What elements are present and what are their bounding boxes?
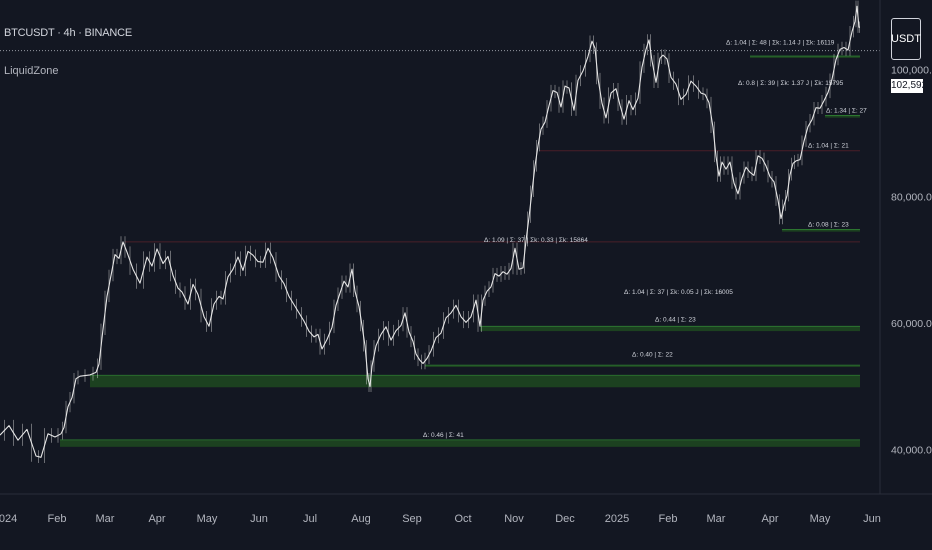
indicator-label[interactable]: LiquidZone: [4, 65, 59, 77]
liquidity-zone: [90, 375, 860, 388]
x-tick-label: Dec: [555, 513, 575, 525]
zone-annotation: Δ: 1.04 | Σ: 37 | Σk: 0.05 J | Σk: 16005: [624, 289, 733, 296]
last-price-tag: 102,592.7: [891, 79, 923, 93]
zone-annotations: Δ: 1.09 | Σ: 37 | Σk: 0.33 | Σk: 15864 Δ:…: [423, 39, 867, 439]
liquidity-zone: [425, 365, 860, 368]
zone-annotation: Δ: 1.04 | Σ: 48 | Σk: 1.14 J | Σk: 16119: [726, 39, 835, 46]
zone-annotation: Δ: 1.09 | Σ: 37 | Σk: 0.33 | Σk: 15864: [484, 237, 588, 244]
y-axis: 40,000.00 60,000.00 80,000.00 100,000.00: [891, 65, 932, 457]
price-line-series: [0, 5, 860, 458]
liquidity-zone: [825, 115, 860, 118]
zone-annotation: Δ: 0.40 | Σ: 22: [632, 352, 673, 359]
zone-annotation: Δ: 0.46 | Σ: 41: [423, 432, 464, 439]
x-tick-label: Jul: [303, 513, 317, 525]
liquidity-zone: [750, 56, 860, 58]
level-lines: [0, 50, 880, 243]
x-tick-label: May: [197, 513, 218, 525]
y-tick-label: 80,000.00: [891, 191, 932, 203]
x-tick-label: Feb: [659, 513, 678, 525]
symbol-title[interactable]: BTCUSDT · 4h · BINANCE: [4, 27, 133, 39]
currency-button[interactable]: USDT: [891, 18, 921, 60]
x-tick-label: Mar: [707, 513, 726, 525]
x-tick-label: Apr: [148, 513, 165, 525]
x-tick-label: May: [810, 513, 831, 525]
x-tick-label: Jun: [250, 513, 268, 525]
x-tick-label: Apr: [761, 513, 778, 525]
x-tick-label: Nov: [504, 513, 524, 525]
x-tick-label: Sep: [402, 513, 422, 525]
x-tick-label: Oct: [454, 513, 471, 525]
zone-annotation: Δ: 0.08 | Σ: 23: [808, 222, 849, 229]
x-tick-label: Mar: [96, 513, 115, 525]
liquidity-zones: [60, 55, 860, 447]
liquidity-zone: [60, 439, 860, 447]
x-tick-label: 2024: [0, 513, 17, 525]
zone-annotation: Δ: 1.34 | Σ: 27: [826, 108, 867, 115]
zone-annotation: Δ: 0.44 | Σ: 23: [655, 317, 696, 324]
liquidity-zone: [782, 229, 860, 232]
x-tick-label: Feb: [48, 513, 67, 525]
x-tick-label: Aug: [351, 513, 371, 525]
zone-annotation: Δ: 0.8 | Σ: 39 | Σk: 1.37 J | Σk: 15795: [738, 80, 844, 87]
y-tick-label: 100,000.00: [891, 65, 932, 77]
x-tick-label: 2025: [605, 513, 629, 525]
y-tick-label: 60,000.00: [891, 318, 932, 330]
zone-annotation: Δ: 1.04 | Σ: 21: [808, 143, 849, 150]
x-axis: 2024 Feb Mar Apr May Jun Jul Aug Sep Oct Nov Dec 202…: [0, 513, 881, 525]
liquidity-zone: [480, 326, 860, 332]
x-tick-label: Jun: [863, 513, 881, 525]
y-tick-label: 40,000.00: [891, 445, 932, 457]
price-series: [0, 0, 860, 463]
